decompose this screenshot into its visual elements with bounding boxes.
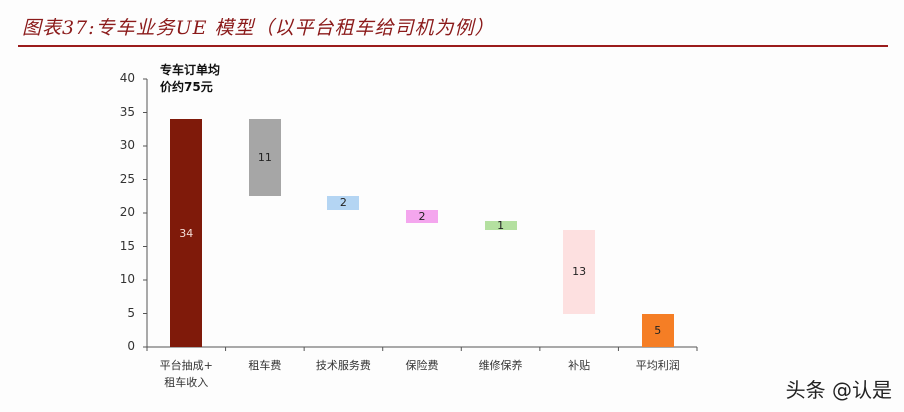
bar-4: 2 <box>406 209 438 224</box>
y-tick-label: 5 <box>127 305 135 320</box>
x-category-label: 保险费 <box>405 359 439 372</box>
annotation-line-1: 专车订单均 <box>160 63 221 77</box>
bar-value-label: 2 <box>418 209 426 223</box>
y-tick-label: 25 <box>119 171 135 186</box>
y-tick-label: 40 <box>119 71 135 85</box>
x-category-label: 技术服务费 <box>315 359 371 372</box>
bar-value-label: 1 <box>497 218 505 232</box>
x-category-label: 维修保养 <box>478 359 523 372</box>
order-price-annotation: 专车订单均 价约75元 <box>160 62 220 96</box>
y-tick-label: 0 <box>127 339 135 353</box>
y-tick-label: 15 <box>119 238 135 253</box>
annotation-line-2: 价约75元 <box>160 80 213 94</box>
y-tick-label: 20 <box>119 205 135 219</box>
x-category-label: 平台抽成+ 租车收入 <box>159 359 213 389</box>
bar-5: 1 <box>484 218 517 232</box>
bar-value-label: 11 <box>257 151 272 165</box>
watermark: 头条 @认是 <box>785 378 892 402</box>
bar-value-label: 13 <box>572 265 587 279</box>
y-tick-label: 35 <box>119 104 135 119</box>
chart-title: 图表37:专车业务UE 模型（以平台租车给司机为例） <box>22 17 495 39</box>
y-tick-label: 10 <box>119 272 135 286</box>
x-category-label: 平均利润 <box>635 359 680 372</box>
bar-2: 11 <box>248 119 281 197</box>
title-underline <box>18 45 888 47</box>
bar-3: 2 <box>327 196 360 210</box>
x-category-label: 租车费 <box>248 359 282 372</box>
bar-6: 13 <box>563 229 596 314</box>
bar-7: 5 <box>641 313 674 347</box>
x-category-label: 补贴 <box>568 359 591 372</box>
bar-value-label: 5 <box>654 323 662 337</box>
bar-1: 34 <box>170 119 203 347</box>
y-tick-label: 30 <box>119 138 135 152</box>
bar-value-label: 34 <box>179 226 194 240</box>
bar-value-label: 2 <box>339 196 347 210</box>
